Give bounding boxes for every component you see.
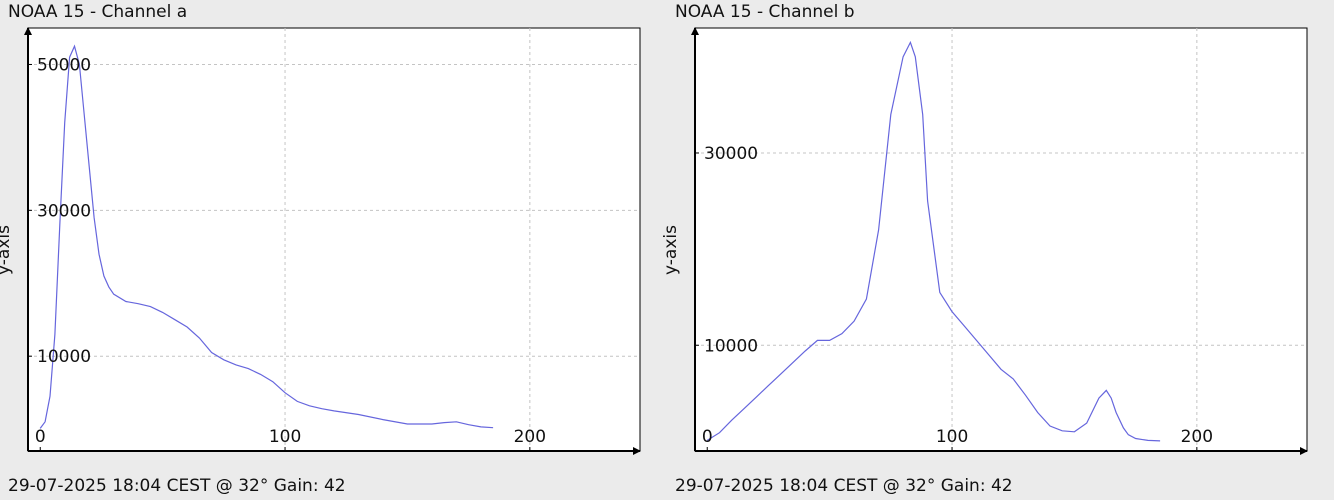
y-axis-arrow: [691, 27, 699, 35]
y-tick-label: 10000: [704, 336, 758, 356]
plot-area: [694, 27, 1308, 452]
x-tick-label: 0: [35, 427, 46, 447]
y-tick-label: 50000: [37, 55, 91, 75]
y-tick-label: 10000: [37, 347, 91, 367]
y-tick-label: 30000: [704, 144, 758, 164]
x-tick-label: 100: [936, 427, 968, 447]
x-tick-label: 0: [702, 427, 713, 447]
y-axis-arrow: [24, 27, 32, 35]
chart-footer: 29-07-2025 18:04 CEST @ 32° Gain: 42: [8, 476, 346, 496]
x-axis-arrow: [1300, 447, 1308, 455]
x-axis-arrow: [633, 447, 641, 455]
chart-title: NOAA 15 - Channel b: [675, 2, 855, 22]
chart-title: NOAA 15 - Channel a: [8, 2, 188, 22]
x-tick-label: 200: [1181, 427, 1213, 447]
chart-footer: 29-07-2025 18:04 CEST @ 32° Gain: 42: [675, 476, 1013, 496]
chart-plot-channel-b: 0 100 200 10000 30000: [691, 27, 1308, 455]
chart-plot-channel-a: 0 100 200 10000 30000 50000: [24, 27, 641, 455]
series-line: [706, 40, 1161, 442]
chart-panel-channel-a: NOAA 15 - Channel a 0 100 200 10000 30000 500…: [0, 2, 641, 496]
plot-area: [27, 27, 641, 452]
chart-panel-channel-b: NOAA 15 - Channel b 0 100 200 10000 30000 y-…: [661, 0, 1334, 500]
y-tick-label: 30000: [37, 201, 91, 221]
x-tick-label: 200: [514, 427, 546, 447]
x-tick-label: 100: [269, 427, 301, 447]
series-line: [39, 44, 494, 429]
